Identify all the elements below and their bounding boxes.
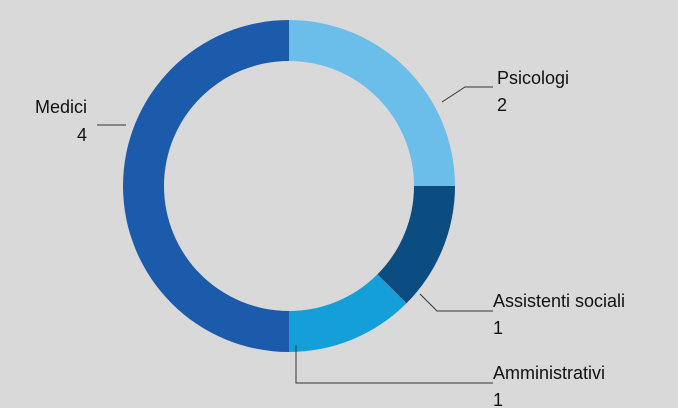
leader-line-amministrativi <box>295 345 493 384</box>
leader-line-psicologi <box>441 86 493 103</box>
slice-label-assistenti-sociali: Assistenti sociali <box>493 291 625 311</box>
slice-value-amministrativi: 1 <box>493 390 503 408</box>
slice-value-psicologi: 2 <box>497 95 507 115</box>
slice-label-amministrativi: Amministrativi <box>493 363 605 383</box>
slice-assistenti-sociali <box>377 186 455 304</box>
slice-value-medici: 4 <box>77 125 87 145</box>
slice-medici <box>123 20 289 352</box>
slice-labels: Psicologi 2 Assistenti sociali 1 Amministrat… <box>35 68 625 408</box>
slice-label-medici: Medici <box>35 97 87 117</box>
slice-amministrativi <box>289 274 407 352</box>
slice-label-psicologi: Psicologi <box>497 68 569 88</box>
leader-lines <box>97 86 493 384</box>
slice-psicologi <box>289 20 455 186</box>
slice-value-assistenti-sociali: 1 <box>493 318 503 338</box>
donut-slices <box>123 20 455 352</box>
leader-line-assistenti-sociali <box>419 293 493 312</box>
